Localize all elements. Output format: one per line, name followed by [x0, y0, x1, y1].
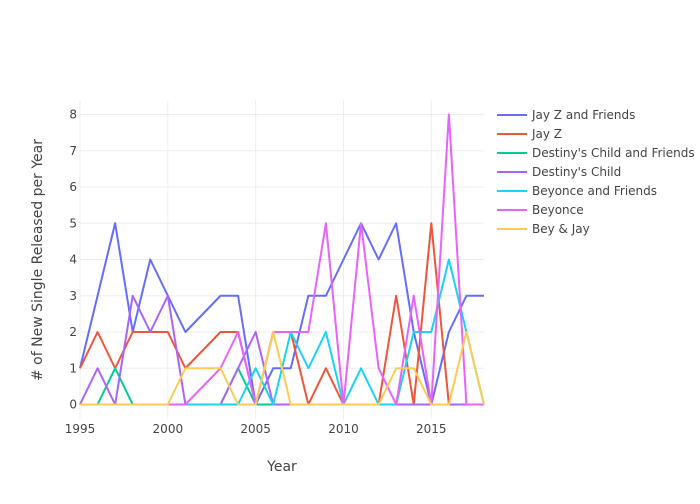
legend-label: Destiny's Child and Friends [532, 146, 695, 160]
y-tick-label: 0 [69, 398, 77, 412]
y-tick-labels: 0 1 2 3 4 5 6 7 8 [69, 108, 77, 412]
legend-item-beyonce[interactable]: Beyonce [497, 203, 584, 217]
x-tick-label: 1995 [65, 422, 96, 436]
legend-label: Bey & Jay [532, 222, 590, 236]
y-tick-label: 4 [69, 253, 77, 267]
y-tick-label: 1 [69, 361, 77, 375]
y-axis-title: # of New Single Released per Year [30, 139, 46, 381]
legend: Jay Z and Friends Jay Z Destiny's Child an… [497, 108, 695, 236]
legend-label: Jay Z [531, 127, 562, 141]
legend-item-bey-jay[interactable]: Bey & Jay [497, 222, 590, 236]
y-tick-label: 7 [69, 144, 77, 158]
legend-label: Beyonce [532, 203, 584, 217]
series-line-destiny-s-child[interactable] [79, 294, 484, 406]
y-tick-label: 2 [69, 325, 77, 339]
legend-label: Beyonce and Friends [532, 184, 657, 198]
legend-item-jay-z[interactable]: Jay Z [497, 127, 562, 141]
legend-label: Jay Z and Friends [531, 108, 635, 122]
x-tick-label: 2000 [153, 422, 184, 436]
legend-item-beyonce-and-friends[interactable]: Beyonce and Friends [497, 184, 657, 198]
series-layer [79, 113, 485, 406]
y-tick-label: 8 [69, 108, 77, 122]
y-tick-label: 3 [69, 289, 77, 303]
x-tick-label: 2015 [416, 422, 447, 436]
legend-item-destiny-s-child[interactable]: Destiny's Child [497, 165, 621, 179]
x-axis-title: Year [266, 459, 297, 475]
x-tick-label: 2010 [328, 422, 359, 436]
legend-item-jay-z-and-friends[interactable]: Jay Z and Friends [497, 108, 635, 122]
x-tick-labels: 1995 2000 2005 2010 2015 [65, 422, 447, 436]
x-tick-label: 2005 [240, 422, 271, 436]
legend-label: Destiny's Child [532, 165, 621, 179]
series-line-bey-jay[interactable] [80, 331, 485, 406]
y-tick-label: 5 [69, 216, 77, 230]
legend-item-destiny-s-child-and-friends[interactable]: Destiny's Child and Friends [497, 146, 695, 160]
y-tick-label: 6 [69, 180, 77, 194]
